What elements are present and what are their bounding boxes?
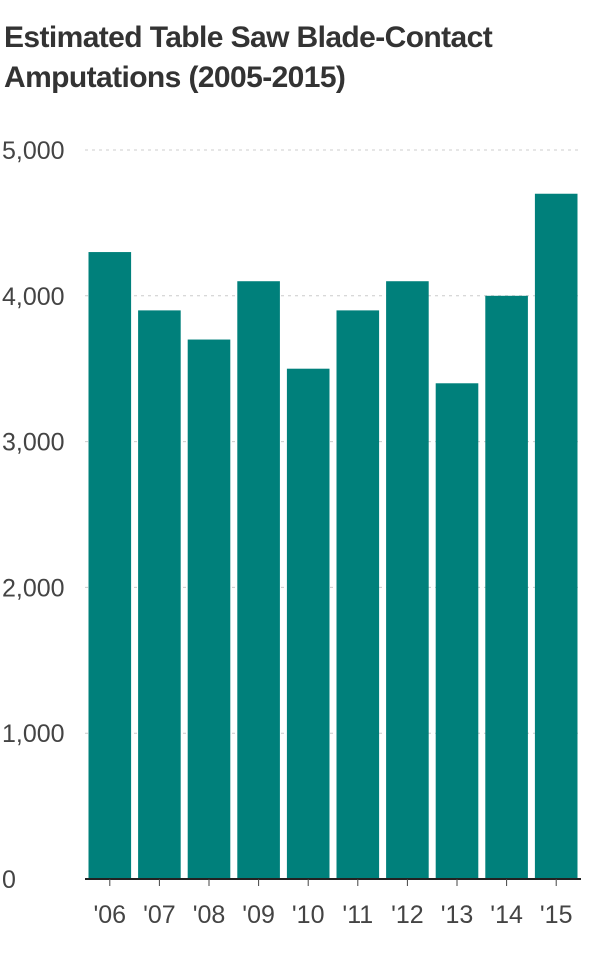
x-tick-label: '12 bbox=[391, 901, 424, 929]
y-tick-label: 0 bbox=[2, 866, 16, 894]
y-tick-label: 1,000 bbox=[2, 720, 65, 748]
bar bbox=[88, 252, 132, 879]
x-tick-label: '06 bbox=[94, 901, 127, 929]
bar bbox=[138, 310, 181, 879]
x-tick-labels: '06 '07 '08 '09 '10 '11 '12 '13 '14 '15 bbox=[94, 901, 573, 929]
x-tick-label: '11 bbox=[342, 901, 373, 929]
y-tick-label: 2,000 bbox=[2, 574, 65, 602]
bar bbox=[435, 383, 479, 879]
bar bbox=[534, 193, 578, 880]
bar bbox=[187, 339, 231, 879]
bar bbox=[336, 310, 380, 879]
bars bbox=[88, 193, 578, 880]
x-tick-label: '14 bbox=[490, 901, 523, 929]
y-tick-labels: 0 1,000 2,000 3,000 4,000 5,000 bbox=[2, 137, 65, 894]
chart-title: Estimated Table Saw Blade-Contact Amputa… bbox=[4, 21, 493, 94]
x-tick-label: '13 bbox=[441, 901, 474, 929]
y-tick-label: 5,000 bbox=[2, 137, 65, 165]
bar bbox=[386, 281, 429, 880]
x-tick-label: '15 bbox=[540, 901, 573, 929]
bar bbox=[485, 295, 528, 879]
x-tick-label: '07 bbox=[143, 901, 176, 929]
y-tick-label: 3,000 bbox=[2, 429, 65, 457]
x-tick-label: '08 bbox=[193, 901, 226, 929]
y-tick-label: 4,000 bbox=[2, 283, 65, 311]
bar bbox=[286, 368, 330, 879]
x-tick-label: '10 bbox=[292, 901, 325, 929]
bar bbox=[237, 281, 280, 880]
x-tick-label: '09 bbox=[242, 901, 275, 929]
x-axis bbox=[85, 878, 581, 886]
